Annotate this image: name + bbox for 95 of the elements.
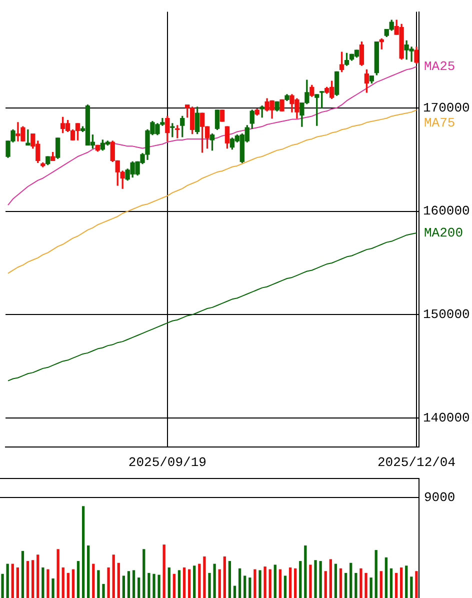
bar	[56, 549, 60, 598]
bar	[11, 564, 14, 598]
bar	[148, 572, 150, 598]
bar	[370, 578, 372, 598]
bar	[213, 564, 216, 598]
bar	[238, 568, 242, 598]
bar	[87, 545, 90, 598]
bar	[122, 576, 126, 598]
bar	[278, 569, 282, 598]
series-label: MA25	[424, 59, 456, 74]
bar	[132, 570, 136, 598]
bar	[203, 556, 206, 598]
bar	[62, 567, 64, 598]
bar	[223, 556, 226, 598]
bar	[354, 572, 358, 598]
bar	[26, 561, 30, 598]
bar	[178, 570, 181, 598]
bar	[405, 566, 408, 598]
bar	[364, 572, 368, 598]
bar	[350, 562, 352, 598]
bar	[102, 584, 105, 598]
x-tick-label: 2025/12/04	[378, 455, 456, 470]
candlestick	[26, 129, 30, 146]
bar	[36, 554, 40, 598]
bar	[360, 568, 362, 598]
bar	[329, 559, 332, 598]
y-tick-label: 170000	[423, 100, 470, 116]
bar	[288, 567, 292, 598]
bar	[380, 571, 382, 598]
bar	[66, 572, 70, 598]
bar	[168, 567, 170, 598]
bar	[52, 578, 54, 598]
bar	[162, 544, 166, 598]
bar	[137, 578, 140, 598]
bar	[324, 571, 327, 598]
bar	[127, 571, 130, 598]
bar	[319, 561, 322, 598]
bar	[208, 572, 211, 598]
bar	[248, 578, 252, 598]
bar	[218, 569, 221, 598]
bar	[410, 576, 413, 598]
bar	[97, 570, 100, 598]
bar	[228, 561, 232, 598]
bar	[233, 586, 236, 598]
bar	[46, 569, 50, 598]
bar	[188, 569, 191, 598]
bar	[16, 567, 19, 598]
bar	[254, 569, 256, 598]
bar	[299, 561, 302, 598]
bar	[31, 560, 34, 598]
bar	[6, 564, 9, 598]
bar	[244, 576, 246, 598]
bar	[152, 574, 156, 598]
bar	[107, 567, 110, 598]
bar	[198, 564, 201, 598]
bar	[284, 576, 287, 598]
x-tick-label: 2025/09/19	[128, 455, 206, 470]
bar	[294, 568, 297, 598]
bar	[334, 564, 338, 598]
bar	[76, 561, 80, 598]
bar	[117, 562, 120, 598]
text: 9000	[424, 490, 456, 505]
bar	[172, 574, 176, 598]
bar	[112, 554, 115, 598]
bar	[92, 564, 95, 598]
bar	[1, 574, 4, 598]
bar	[142, 549, 146, 598]
bar	[42, 567, 44, 598]
bar	[390, 568, 393, 598]
bar	[258, 570, 262, 598]
bar	[394, 572, 398, 598]
bar	[384, 557, 388, 598]
bar	[21, 550, 24, 598]
y-tick-label: 140000	[423, 410, 470, 426]
bar	[415, 571, 418, 598]
bar	[309, 564, 312, 598]
bar	[72, 569, 75, 598]
bar	[193, 566, 196, 598]
bar	[344, 572, 348, 598]
bar	[400, 567, 403, 598]
bar	[314, 560, 317, 598]
bar	[374, 550, 378, 598]
y-tick-label: 160000	[423, 204, 470, 219]
series-label: MA200	[424, 225, 464, 240]
y-tick-label: 150000	[423, 307, 470, 322]
bar	[304, 545, 307, 598]
bar	[339, 568, 342, 598]
bar	[82, 506, 85, 598]
candlestick	[260, 106, 264, 118]
bar	[268, 569, 272, 598]
bar	[274, 564, 276, 598]
series-label: MA75	[424, 115, 456, 130]
bar	[264, 566, 266, 598]
bar	[182, 567, 186, 598]
bar	[158, 574, 160, 598]
